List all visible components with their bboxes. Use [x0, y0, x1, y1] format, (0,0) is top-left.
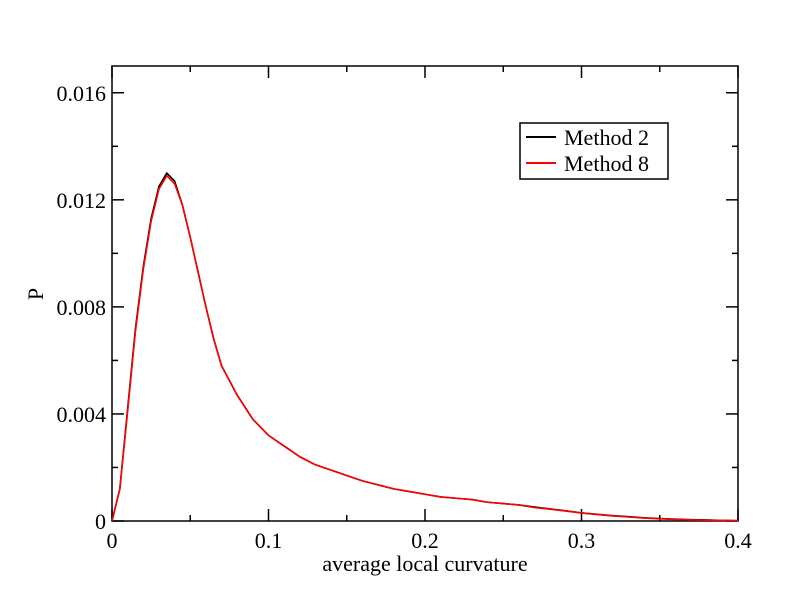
y-tick-label: 0.008	[57, 295, 107, 320]
legend-box	[519, 122, 669, 180]
axis-ticks: 0 0.1 0.2 0.3 0.4 0 0.004 0.008 0.012 0.016	[57, 66, 752, 553]
x-tick-label: 0.4	[724, 528, 752, 553]
series-line-method-2	[111, 172, 739, 522]
y-tick-label: 0.004	[57, 402, 107, 427]
series-line-method-8	[111, 174, 739, 522]
x-tick-label: 0.2	[411, 528, 439, 553]
y-tick-label: 0.016	[57, 81, 107, 106]
x-axis-title: average local curvature	[322, 551, 527, 576]
legend: Method 2 Method 8	[519, 122, 669, 180]
legend-label-method-2: Method 2	[564, 125, 649, 150]
x-tick-label: 0.1	[255, 528, 283, 553]
series-group	[111, 172, 739, 522]
y-axis-title: P	[23, 288, 48, 300]
legend-label-method-8: Method 8	[564, 151, 649, 176]
y-tick-label: 0.012	[57, 188, 107, 213]
y-tick-label: 0	[95, 509, 106, 534]
x-tick-label: 0.3	[568, 528, 596, 553]
x-tick-label: 0	[107, 528, 118, 553]
